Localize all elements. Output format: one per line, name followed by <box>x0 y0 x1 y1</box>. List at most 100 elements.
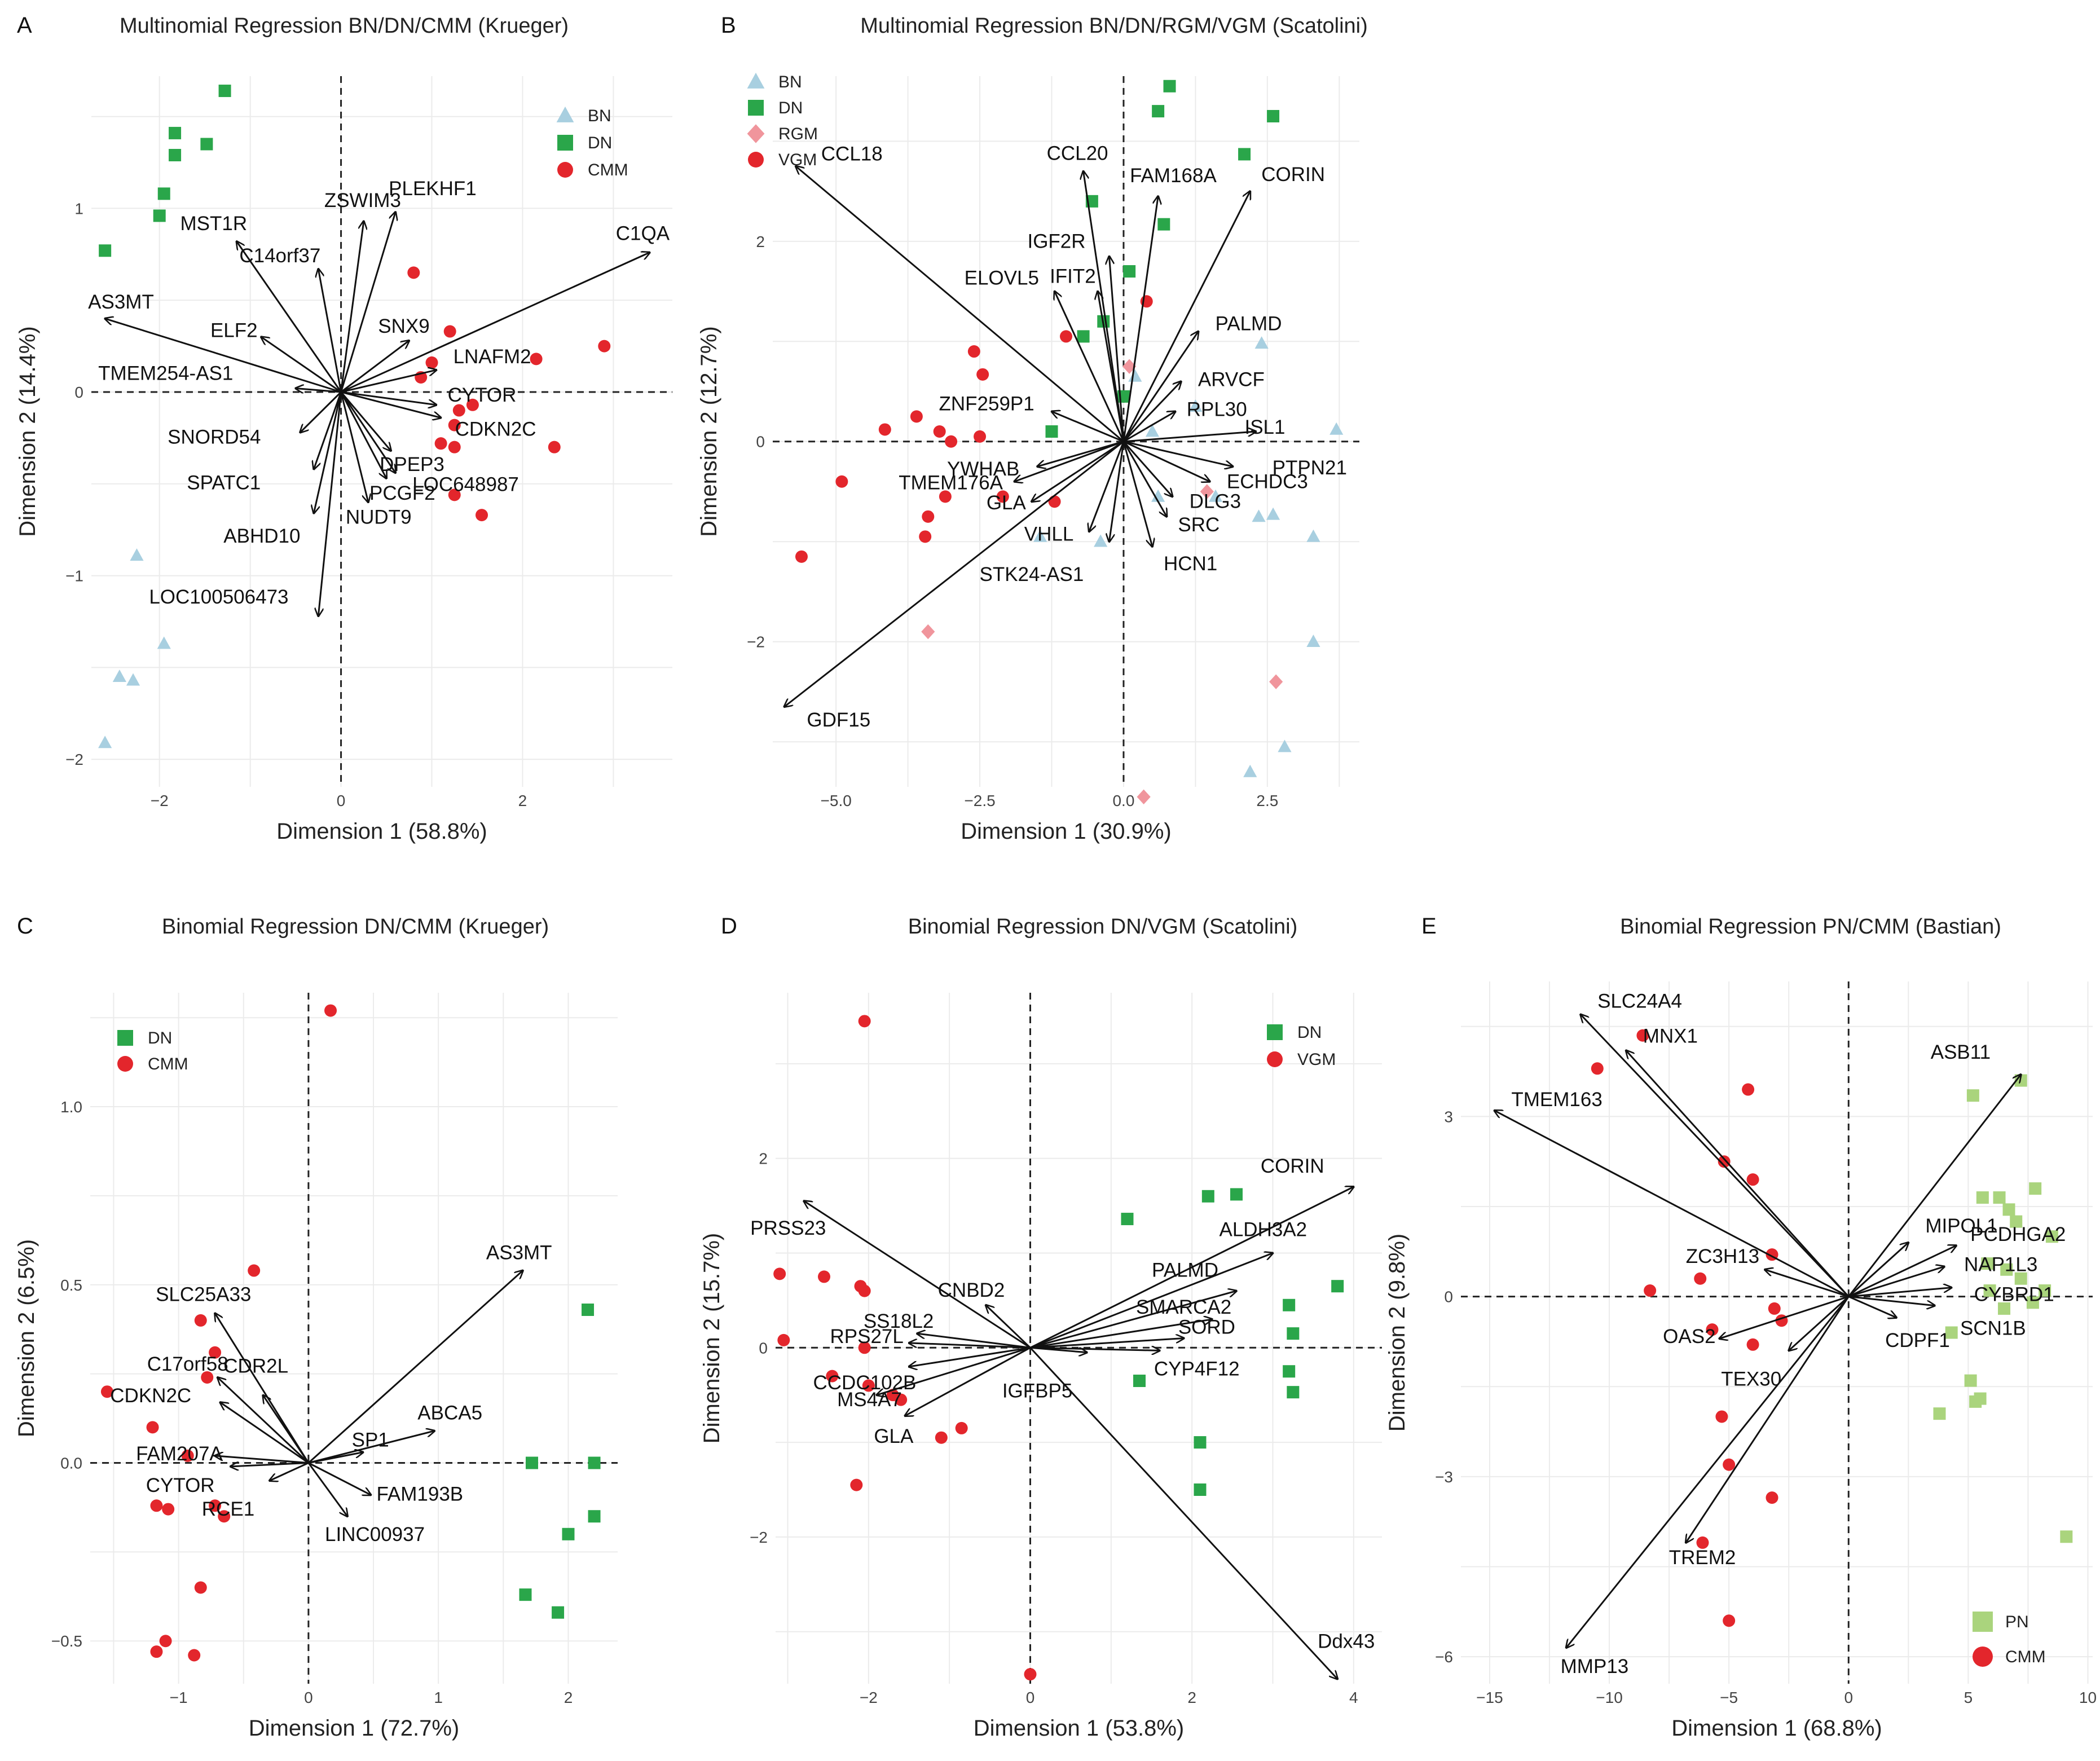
panel-label: D <box>721 914 737 939</box>
point-cmm <box>100 1385 113 1398</box>
vector-arrow <box>1030 1291 1237 1349</box>
x-tick-label: 0 <box>337 792 346 809</box>
vector-arrow <box>909 1343 1031 1349</box>
vector-arrow <box>300 391 342 433</box>
y-tick-label: −2 <box>747 633 765 651</box>
point-dn <box>1157 218 1170 231</box>
point-cmm <box>1715 1410 1728 1423</box>
point-vgm <box>818 1270 830 1283</box>
vector-arrow <box>308 1431 434 1464</box>
point-pn <box>2014 1272 2027 1285</box>
point-bn <box>130 548 144 561</box>
x-axis-label: Dimension 1 (58.8%) <box>276 819 487 844</box>
point-vgm <box>878 423 891 436</box>
vector-arrow <box>1848 1296 1935 1306</box>
vector-label: MS4A7 <box>837 1389 902 1411</box>
point-bn <box>98 736 112 749</box>
vector-arrow <box>341 391 441 418</box>
point-cmm <box>443 325 456 338</box>
vector-label: ABCA5 <box>417 1402 482 1424</box>
vector-label: Ddx43 <box>1318 1631 1375 1653</box>
x-axis-label: Dimension 1 (72.7%) <box>249 1716 460 1741</box>
point-dn <box>1123 265 1136 278</box>
point-rgm <box>921 624 935 640</box>
y-tick-label: −2 <box>750 1529 768 1546</box>
x-tick-label: −2 <box>860 1689 878 1706</box>
vector-arrow <box>1123 432 1256 443</box>
point-dn <box>1201 1190 1214 1203</box>
y-tick-label: 0 <box>756 433 765 451</box>
panel-label: A <box>17 13 32 38</box>
point-cmm <box>448 441 461 454</box>
vector-label: ASB11 <box>1931 1041 1991 1063</box>
point-bn <box>1254 336 1269 349</box>
vector-arrow <box>1029 1253 1273 1349</box>
point-dn <box>1077 330 1090 343</box>
x-tick-label: −2 <box>151 792 169 809</box>
vector-label: IGF2R <box>1027 230 1085 252</box>
point-dn <box>157 187 170 200</box>
point-cmm <box>201 1371 214 1384</box>
point-cmm <box>448 419 461 432</box>
vector-label: RPL30 <box>1187 399 1247 421</box>
point-bn <box>1329 422 1344 435</box>
vector-arrow <box>296 388 341 392</box>
vector-arrow <box>1789 1296 1850 1351</box>
point-bn <box>1094 534 1108 547</box>
vector-label: CDKN2C <box>110 1385 191 1407</box>
point-cmm <box>1723 1458 1736 1471</box>
point-vgm <box>955 1421 968 1434</box>
legend: BN DN CMM <box>556 106 628 179</box>
vector-label: GDF15 <box>807 709 870 731</box>
vector-arrow <box>308 1452 363 1464</box>
point-dn <box>200 138 213 151</box>
vector-label: ALDH3A2 <box>1220 1218 1307 1240</box>
loading-vectors: AS3MT ABCA5 SP1 FAM193B LINC00937 SLC25A33 C17… <box>110 1242 552 1546</box>
point-vgm <box>1060 330 1072 343</box>
point-cmm <box>209 1499 222 1512</box>
legend: BN DN RGM VGM <box>747 72 818 169</box>
vector-label: C14orf37 <box>239 245 320 267</box>
vector-arrow <box>1626 1050 1850 1297</box>
vector-arrow <box>1123 441 1233 466</box>
point-cmm <box>1768 1302 1781 1315</box>
point-pn <box>1964 1374 1977 1387</box>
point-cmm <box>448 488 461 501</box>
vector-label: STK24-AS1 <box>979 563 1084 585</box>
vector-label: RCE1 <box>202 1498 254 1520</box>
y-tick-label: −1 <box>65 567 83 585</box>
point-cmm <box>1644 1284 1657 1297</box>
x-axis-label: Dimension 1 (68.8%) <box>1671 1716 1882 1741</box>
legend-label: CMM <box>2005 1648 2046 1666</box>
point-cmm <box>1694 1272 1707 1285</box>
point-dn <box>1121 1213 1134 1226</box>
vector-label: C1QA <box>616 223 670 245</box>
vector-arrow <box>1037 441 1124 466</box>
vector-label: ELOVL5 <box>965 267 1039 289</box>
vector-arrow <box>215 1456 309 1464</box>
point-rgm <box>1269 674 1283 689</box>
y-tick-label: 1 <box>74 200 83 217</box>
point-pn <box>1983 1284 1996 1297</box>
point-cmm <box>1723 1614 1736 1627</box>
legend-label: BN <box>778 73 802 91</box>
vector-arrow <box>1109 256 1125 442</box>
vector-label: NUDT9 <box>346 506 412 528</box>
vector-arrow <box>1030 1348 1160 1350</box>
vector-arrow <box>1686 1296 1850 1543</box>
vector-arrow <box>1123 412 1176 443</box>
x-tick-label: −10 <box>1596 1689 1623 1706</box>
vector-label: SS18L2 <box>864 1310 934 1332</box>
legend: DN VGM <box>1267 1023 1336 1069</box>
point-rgm <box>1122 359 1137 374</box>
vector-arrow <box>307 1271 523 1464</box>
vector-label: PALMD <box>1216 313 1282 335</box>
vector-label: FAM168A <box>1130 165 1217 187</box>
legend-key-bn <box>747 72 765 89</box>
point-cmm <box>425 356 438 369</box>
point-vgm <box>795 550 808 563</box>
point-cmm <box>159 1635 172 1648</box>
vector-arrow <box>1848 1245 1956 1298</box>
